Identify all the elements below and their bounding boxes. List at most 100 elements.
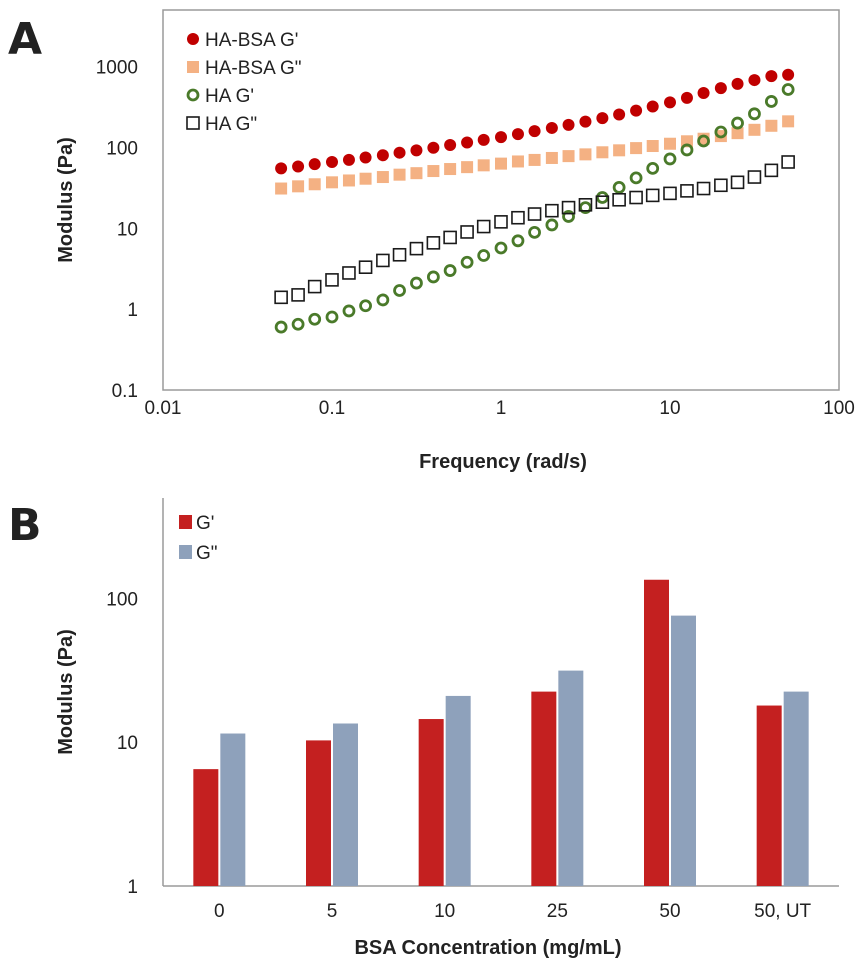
- panel-a-plot-frame: [162, 9, 840, 391]
- x-tick-label-0-1: 0.1: [319, 398, 345, 419]
- data-point-ha-bsa-g-11: [461, 161, 474, 174]
- data-point-ha-g-28: [748, 107, 761, 121]
- data-point-ha-bsa-g-9: [427, 165, 440, 178]
- data-point-ha-bsa-g-3: [326, 155, 338, 168]
- bar-g-prime-5: [306, 740, 331, 886]
- series-g-prime: [193, 579, 782, 886]
- data-point-ha-g-24: [680, 184, 694, 198]
- data-point-ha-g-11: [460, 225, 474, 239]
- data-point-ha-bsa-g-30: [782, 68, 795, 81]
- data-point-ha-bsa-g-18: [579, 148, 592, 161]
- legend-label-ha-bsa-g: HA-BSA G': [205, 30, 298, 51]
- data-point-ha-g-8: [409, 241, 424, 256]
- data-point-ha-bsa-g-29: [765, 70, 778, 83]
- x-tick-label-25: 25: [547, 901, 568, 922]
- data-point-ha-bsa-g-3: [326, 176, 338, 189]
- data-point-ha-bsa-g-22: [646, 100, 659, 113]
- data-point-ha-bsa-g-27: [731, 77, 744, 90]
- panel-a-letter: A: [8, 14, 42, 65]
- data-point-ha-g-0: [274, 320, 288, 334]
- data-point-ha-g-16: [545, 203, 559, 218]
- legend-label-ha-g: HA G': [205, 86, 254, 107]
- panel-a-x-tick-labels: 0.01 0.1 1 10 100: [145, 398, 855, 419]
- data-point-ha-bsa-g-30: [782, 115, 795, 128]
- data-point-ha-g-23: [663, 186, 677, 201]
- legend-label-g-double-prime: G": [196, 543, 218, 564]
- legend-label-g-prime: G': [196, 513, 214, 534]
- x-tick-label-10: 10: [434, 901, 455, 922]
- legend-marker-ha-bsa-g: [187, 33, 199, 45]
- data-point-ha-g-4: [342, 266, 356, 280]
- bar-g-prime-0: [193, 769, 219, 886]
- data-point-ha-bsa-g-0: [275, 162, 288, 175]
- y-tick-label-10: 10: [117, 219, 138, 240]
- series-ha-g: [274, 155, 795, 305]
- data-point-ha-bsa-g-8: [410, 167, 423, 180]
- panel-b-legend: G' G": [179, 513, 218, 564]
- data-point-ha-bsa-g-1: [292, 180, 305, 193]
- data-point-ha-g-18: [578, 198, 593, 212]
- data-point-ha-bsa-g-17: [562, 150, 575, 163]
- data-point-ha-g-29: [764, 95, 778, 108]
- data-point-ha-g-2: [307, 279, 322, 294]
- data-point-ha-bsa-g-28: [748, 123, 761, 136]
- data-point-ha-bsa-g-21: [630, 142, 643, 155]
- data-point-ha-bsa-g-19: [596, 146, 609, 159]
- data-point-ha-g-9: [426, 236, 441, 250]
- bar-g-double-prime-50: [671, 615, 696, 886]
- data-point-ha-bsa-g-7: [393, 146, 406, 159]
- data-point-ha-g-16: [545, 218, 559, 232]
- data-point-ha-g-6: [376, 253, 390, 268]
- data-point-ha-bsa-g-7: [393, 168, 406, 181]
- data-point-ha-g-12: [477, 249, 491, 262]
- legend-item-ha-bsa-g: HA-BSA G": [187, 58, 302, 79]
- bar-g-prime-25: [531, 691, 557, 886]
- data-point-ha-bsa-g-26: [714, 82, 727, 95]
- data-point-ha-bsa-g-15: [528, 125, 541, 138]
- data-point-ha-bsa-g-24: [680, 91, 693, 104]
- data-point-ha-bsa-g-6: [376, 171, 389, 184]
- data-point-ha-g-19: [595, 191, 609, 204]
- data-point-ha-g-7: [392, 247, 407, 262]
- data-point-ha-bsa-g-23: [664, 96, 676, 109]
- series-g-double-prime: [220, 615, 809, 886]
- data-point-ha-g-14: [511, 234, 525, 248]
- panel-b-bars: [193, 579, 809, 886]
- x-tick-label-5: 5: [327, 901, 338, 922]
- data-point-ha-g-21: [629, 171, 643, 185]
- data-point-ha-bsa-g-8: [410, 144, 423, 157]
- data-point-ha-bsa-g-16: [545, 121, 558, 134]
- data-point-ha-bsa-g-25: [697, 87, 710, 100]
- legend-label-ha-bsa-g: HA-BSA G": [205, 58, 302, 79]
- data-point-ha-bsa-g-13: [495, 131, 507, 144]
- legend-marker-ha-bsa-g: [187, 61, 199, 73]
- data-point-ha-g-5: [358, 260, 373, 274]
- y-tick-label-1: 1: [127, 877, 138, 898]
- panel-b-x-axis-title: BSA Concentration (mg/mL): [354, 937, 621, 959]
- data-point-ha-g-0: [274, 290, 288, 305]
- data-point-ha-bsa-g-10: [444, 163, 457, 176]
- data-point-ha-bsa-g-20: [613, 144, 626, 157]
- data-point-ha-g-6: [376, 293, 390, 307]
- data-point-ha-g-1: [291, 317, 305, 331]
- bar-g-double-prime-0: [220, 733, 246, 886]
- data-point-ha-g-29: [764, 163, 779, 178]
- y-tick-label-100: 100: [106, 589, 138, 610]
- panel-a-y-axis-title: Modulus (Pa): [55, 137, 77, 263]
- data-point-ha-bsa-g-4: [342, 174, 355, 187]
- data-point-ha-g-11: [460, 255, 474, 269]
- data-point-ha-bsa-g-14: [511, 155, 524, 168]
- data-point-ha-g-24: [680, 143, 694, 157]
- data-point-ha-bsa-g-6: [376, 149, 389, 162]
- panel-a-y-tick-labels: 0.1 1 10 100 1000: [96, 58, 138, 402]
- data-point-ha-g-1: [291, 288, 305, 302]
- data-point-ha-g-14: [511, 210, 525, 225]
- data-point-ha-g-22: [646, 161, 660, 175]
- data-point-ha-g-3: [325, 273, 339, 287]
- data-point-ha-bsa-g-11: [461, 136, 474, 149]
- data-point-ha-bsa-g-0: [275, 182, 288, 195]
- data-point-ha-g-23: [663, 152, 677, 166]
- data-point-ha-g-27: [731, 116, 744, 130]
- data-point-ha-bsa-g-16: [545, 151, 558, 164]
